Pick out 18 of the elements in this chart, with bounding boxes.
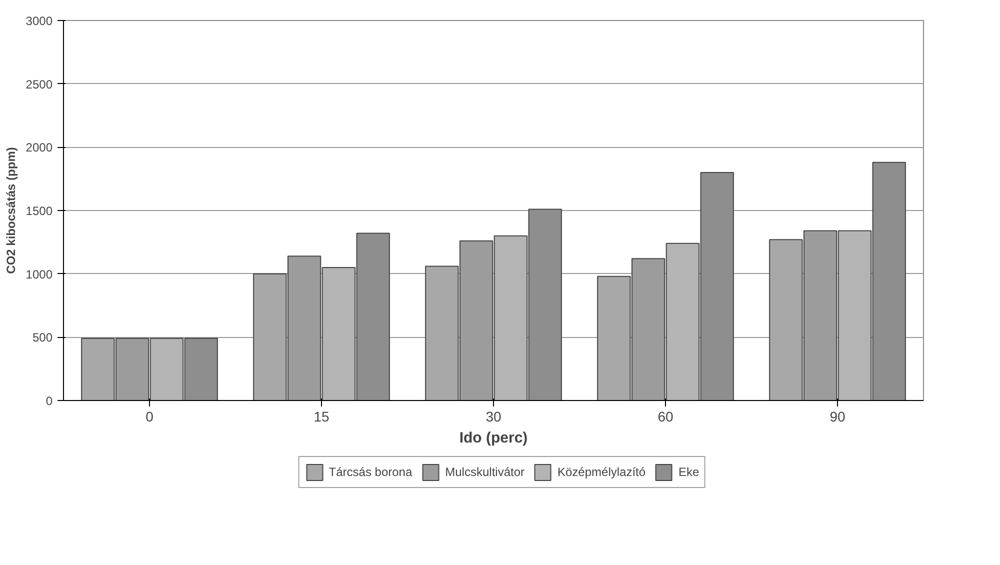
legend-label: Középmélylazító <box>558 464 646 478</box>
legend-label: Eke <box>678 464 700 478</box>
y-axis-title: CO2 kibocsátás (ppm) <box>4 147 18 274</box>
legend-label: Tárcsás borona <box>328 464 412 478</box>
y-tick-label: 1500 <box>26 204 53 218</box>
x-tick-label: 60 <box>658 408 674 424</box>
x-tick-label: 30 <box>486 408 502 424</box>
x-tick-label: 0 <box>146 408 154 424</box>
y-tick-label: 2500 <box>26 77 53 92</box>
y-tick-label: 500 <box>32 330 53 345</box>
legend-label: Mulcskultivátor <box>445 464 524 478</box>
x-axis-title: Ido (perc) <box>459 430 528 446</box>
y-tick-label: 2000 <box>26 140 53 155</box>
x-tick-label: 90 <box>830 408 846 424</box>
y-tick-label: 1000 <box>26 267 53 282</box>
y-tick-label: 3000 <box>26 14 53 28</box>
x-tick-label: 15 <box>314 408 330 424</box>
y-tick-label: 0 <box>46 394 53 408</box>
